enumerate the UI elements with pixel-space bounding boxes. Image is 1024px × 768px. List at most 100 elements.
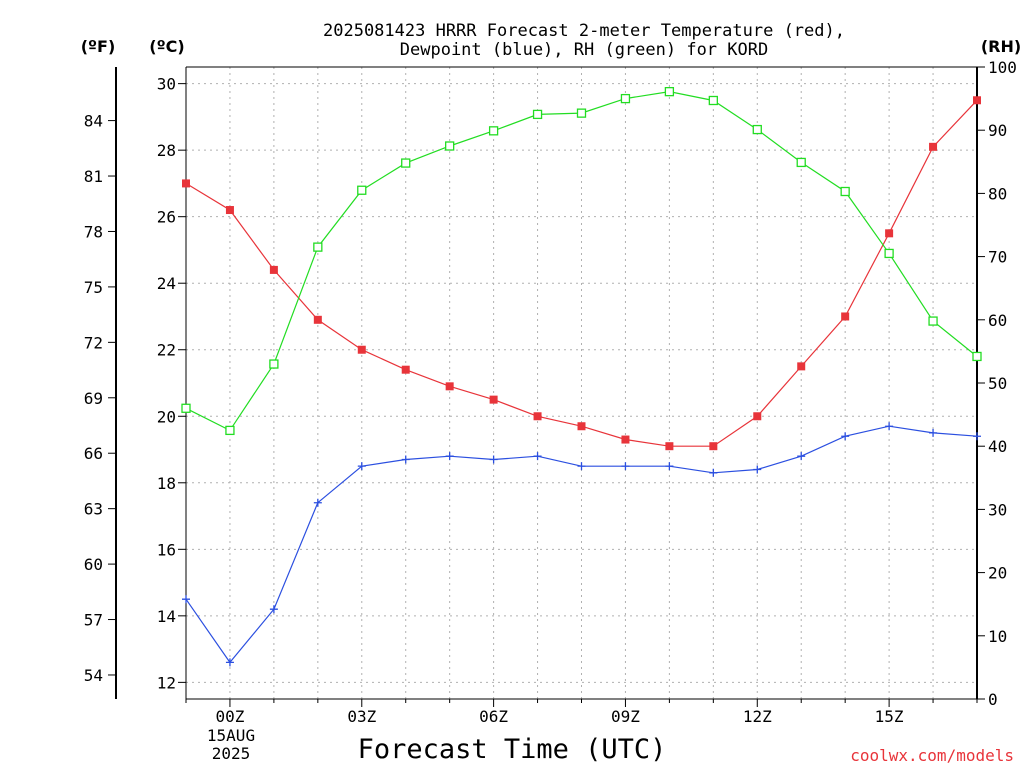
rh-point (708, 95, 718, 106)
rh-point (620, 93, 631, 104)
rh-point (401, 158, 411, 168)
rh-point (357, 185, 367, 195)
rh-point (840, 186, 850, 197)
dewpoint-point (797, 452, 806, 461)
temperature-point (489, 395, 498, 404)
fahrenheit-tick-label: 75 (84, 278, 103, 297)
rh-point (664, 86, 675, 97)
rh-tick-label: 30 (988, 500, 1007, 519)
celsius-tick-label: 26 (157, 208, 176, 227)
x-tick-label: 00Z (215, 707, 244, 726)
x-tick-label: 09Z (611, 707, 640, 726)
temperature-point (709, 442, 718, 451)
fahrenheit-tick-label: 81 (84, 167, 103, 186)
celsius-tick-label: 22 (157, 341, 176, 360)
fahrenheit-tick-label: 72 (84, 333, 103, 352)
dewpoint-point (489, 455, 498, 464)
grid-lines (186, 67, 977, 699)
celsius-axis-unit: (ºC) (149, 37, 184, 56)
rh-tick-label: 100 (988, 58, 1017, 77)
source-credit: coolwx.com/models (850, 746, 1014, 765)
dewpoint-point (709, 468, 718, 477)
celsius-tick-label: 24 (157, 274, 176, 293)
rh-point (269, 359, 279, 369)
rh-tick-label: 0 (988, 690, 998, 709)
celsius-tick-label: 30 (157, 75, 176, 94)
rh-point (796, 157, 806, 168)
fahrenheit-tick-label: 57 (84, 611, 103, 630)
dewpoint-point (621, 462, 630, 471)
rh-point (225, 425, 235, 436)
rh-point (532, 109, 543, 120)
rh-point (313, 242, 323, 252)
temperature-point (665, 442, 674, 451)
dewpoint-point (401, 455, 410, 464)
celsius-tick-label: 14 (157, 607, 176, 626)
x-tick-label: 03Z (347, 707, 376, 726)
date-label-day: 15AUG (207, 726, 255, 745)
celsius-tick-label: 16 (157, 540, 176, 559)
temperature-point (753, 412, 762, 421)
dewpoint-point (929, 428, 938, 437)
rh-tick-label: 50 (988, 374, 1007, 393)
celsius-tick-label: 12 (157, 673, 176, 692)
celsius-tick-label: 28 (157, 141, 176, 160)
temperature-point (841, 312, 850, 321)
fahrenheit-tick-label: 60 (84, 555, 103, 574)
temperature-point (533, 412, 542, 421)
axes: 12 14 16 18 20 22 24 26 28 30 54 57 60 63 66 69 72 75 78 81… (84, 58, 1017, 726)
rh-tick-label: 80 (988, 184, 1007, 203)
rh-point (928, 316, 938, 326)
rh-point (752, 124, 762, 135)
celsius-tick-label: 18 (157, 474, 176, 493)
x-tick-label: 12Z (743, 707, 772, 726)
rh-point (884, 248, 894, 259)
dewpoint-point (225, 658, 234, 667)
dewpoint-point (182, 595, 190, 604)
fahrenheit-tick-label: 54 (84, 666, 103, 685)
temperature-point (973, 96, 981, 105)
dewpoint-point (753, 465, 762, 474)
fahrenheit-tick-label: 63 (84, 500, 103, 519)
rh-point (972, 351, 982, 362)
dewpoint-point (885, 422, 894, 431)
rh-tick-label: 60 (988, 311, 1007, 330)
temperature-point (313, 315, 322, 324)
date-label-year: 2025 (212, 744, 251, 763)
dewpoint-point (577, 462, 586, 471)
temperature-point (621, 435, 630, 444)
temperature-point (445, 382, 454, 391)
temperature-point (225, 206, 234, 215)
temperature-point (357, 345, 366, 354)
x-tick-label: 06Z (479, 707, 508, 726)
dewpoint-point (973, 432, 981, 441)
chart-title-line2: Dewpoint (blue), RH (green) for KORD (400, 40, 768, 60)
temperature-point (797, 362, 806, 371)
rh-point (576, 108, 587, 118)
temperature-point (401, 365, 410, 374)
temperature-point (929, 142, 938, 151)
x-axis-title: Forecast Time (UTC) (358, 734, 667, 765)
temperature-point (269, 265, 278, 274)
rh-point (445, 141, 455, 151)
rh-axis-unit: (RH) (981, 37, 1021, 56)
x-tick-label: 15Z (875, 707, 904, 726)
temperature-point (577, 422, 586, 431)
rh-tick-label: 40 (988, 437, 1007, 456)
fahrenheit-tick-label: 78 (84, 222, 103, 241)
chart-title-line1: 2025081423 HRRR Forecast 2-meter Tempera… (323, 21, 845, 41)
data-series (181, 86, 982, 667)
dewpoint-point (269, 605, 278, 614)
temperature-point (885, 229, 894, 238)
fahrenheit-tick-label: 66 (84, 444, 103, 463)
dewpoint-point (533, 452, 542, 461)
rh-point (181, 403, 191, 413)
rh-tick-label: 20 (988, 564, 1007, 583)
fahrenheit-tick-label: 69 (84, 389, 103, 408)
temperature-point (182, 179, 190, 188)
rh-point (488, 126, 499, 136)
rh-tick-label: 70 (988, 248, 1007, 267)
dewpoint-point (313, 498, 322, 507)
dewpoint-point (357, 462, 366, 471)
